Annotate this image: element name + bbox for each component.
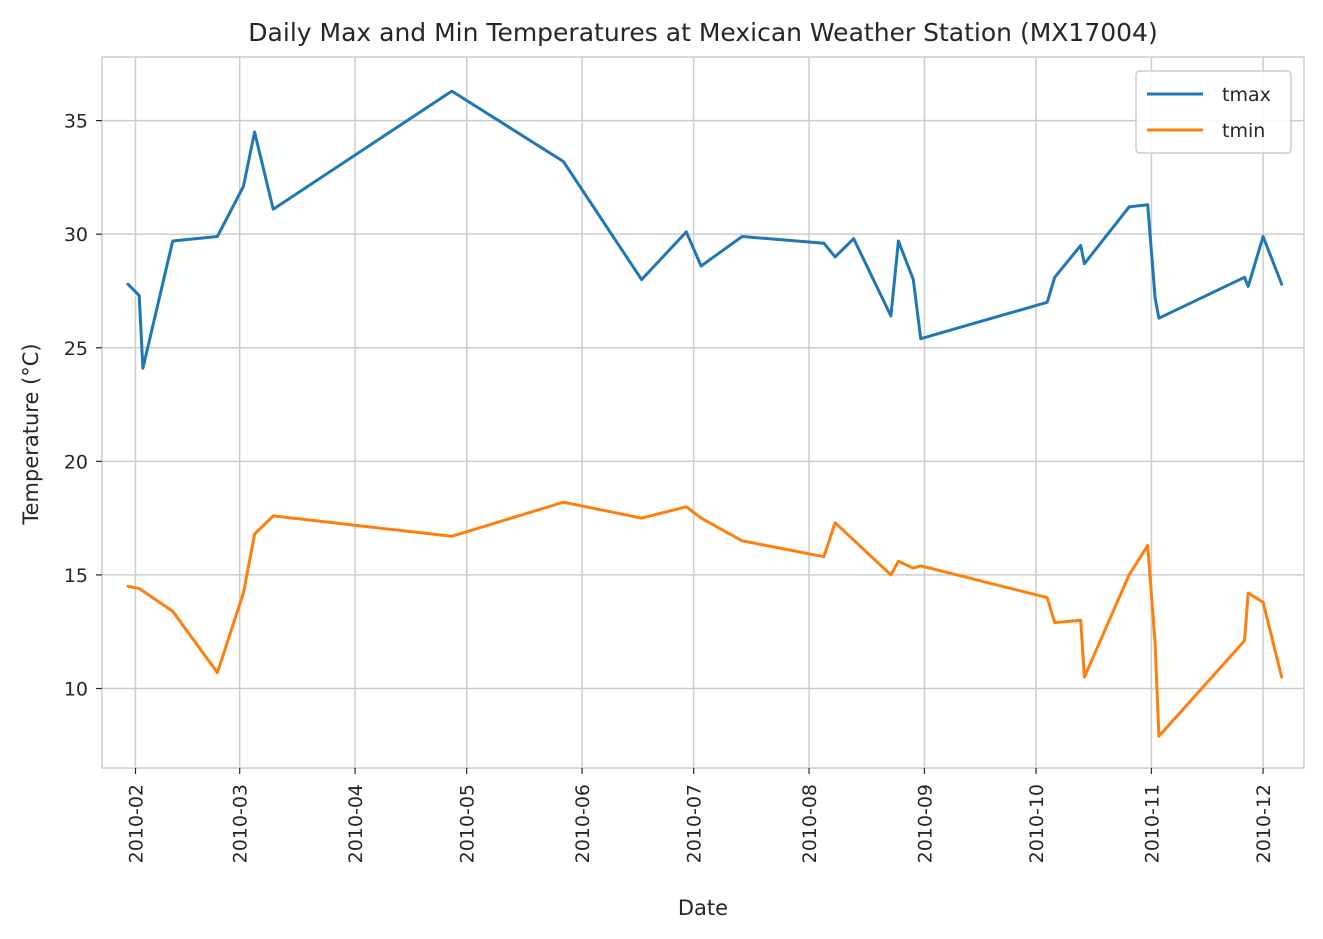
- x-tick-label: 2010-10: [1026, 784, 1048, 863]
- series-line-tmin: [126, 500, 1284, 738]
- y-tick-label: 35: [64, 111, 88, 133]
- plot-frame: [101, 56, 1305, 769]
- legend-box: [1135, 70, 1292, 154]
- y-axis-label: Temperature (°C): [19, 343, 43, 525]
- x-tick-label: 2010-09: [914, 784, 936, 863]
- y-tick-label: 10: [64, 678, 88, 700]
- x-tick-label: 2010-12: [1253, 784, 1275, 863]
- chart-title: Daily Max and Min Temperatures at Mexica…: [248, 18, 1157, 47]
- series-line-tmax: [126, 89, 1284, 370]
- y-tick-label: 25: [64, 338, 88, 360]
- x-tick-label: 2010-04: [345, 784, 367, 863]
- y-tick-label: 20: [64, 451, 88, 473]
- x-tick-label: 2010-05: [457, 784, 479, 863]
- legend-label-tmin: tmin: [1222, 120, 1265, 142]
- x-tick-label: 2010-11: [1141, 784, 1163, 863]
- series-layer: [126, 89, 1284, 738]
- tick-layer: 2010-02 2010-03 2010-04 2010-05 2010-06 2010-…: [64, 111, 1275, 864]
- x-tick-label: 2010-02: [125, 784, 147, 863]
- y-tick-label: 15: [64, 565, 88, 587]
- legend-label-tmax: tmax: [1222, 84, 1271, 106]
- x-tick-label: 2010-07: [684, 784, 706, 863]
- legend: tmax tmin: [1135, 70, 1292, 154]
- x-tick-label: 2010-06: [572, 784, 594, 863]
- y-tick-label: 30: [64, 224, 88, 246]
- x-axis-label: Date: [678, 896, 728, 920]
- grid: [102, 57, 1304, 768]
- x-tick-label: 2010-03: [230, 784, 252, 863]
- x-tick-label: 2010-08: [799, 784, 821, 863]
